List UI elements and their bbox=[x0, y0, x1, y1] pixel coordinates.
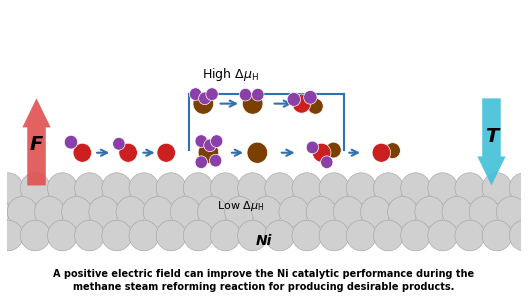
Circle shape bbox=[190, 88, 202, 100]
Text: Ni: Ni bbox=[256, 234, 272, 248]
Polygon shape bbox=[22, 98, 51, 185]
Circle shape bbox=[388, 197, 418, 227]
Circle shape bbox=[171, 197, 200, 227]
Circle shape bbox=[373, 220, 403, 251]
Circle shape bbox=[252, 88, 264, 101]
Circle shape bbox=[143, 197, 173, 227]
Circle shape bbox=[195, 156, 208, 169]
Circle shape bbox=[64, 135, 78, 149]
Circle shape bbox=[372, 143, 391, 162]
Circle shape bbox=[20, 173, 50, 203]
Circle shape bbox=[252, 197, 281, 227]
Circle shape bbox=[306, 141, 318, 154]
Circle shape bbox=[469, 197, 499, 227]
Circle shape bbox=[195, 135, 208, 147]
Circle shape bbox=[510, 220, 528, 251]
Circle shape bbox=[211, 220, 240, 251]
Circle shape bbox=[279, 197, 309, 227]
Circle shape bbox=[129, 173, 159, 203]
Circle shape bbox=[247, 142, 268, 163]
Circle shape bbox=[292, 173, 322, 203]
Text: methane steam reforming reaction for producing desirable products.: methane steam reforming reaction for pro… bbox=[73, 282, 455, 292]
Circle shape bbox=[455, 220, 485, 251]
Circle shape bbox=[320, 156, 333, 169]
Circle shape bbox=[129, 220, 159, 251]
Circle shape bbox=[74, 220, 105, 251]
Circle shape bbox=[292, 220, 322, 251]
Circle shape bbox=[89, 197, 119, 227]
Circle shape bbox=[287, 93, 300, 106]
Circle shape bbox=[48, 220, 77, 251]
Circle shape bbox=[455, 173, 485, 203]
Circle shape bbox=[210, 154, 222, 167]
Text: A positive electric field can improve the Ni catalytic performance during the: A positive electric field can improve th… bbox=[53, 269, 475, 279]
Circle shape bbox=[401, 173, 430, 203]
Circle shape bbox=[211, 135, 223, 147]
Circle shape bbox=[102, 173, 131, 203]
Circle shape bbox=[306, 197, 336, 227]
Circle shape bbox=[313, 143, 331, 162]
Text: T: T bbox=[485, 127, 498, 146]
Text: Low $\Delta\mu_\mathrm{H}$: Low $\Delta\mu_\mathrm{H}$ bbox=[217, 198, 265, 213]
Circle shape bbox=[385, 143, 400, 159]
Text: F: F bbox=[30, 135, 43, 154]
Circle shape bbox=[211, 173, 240, 203]
Circle shape bbox=[0, 173, 23, 203]
Circle shape bbox=[183, 220, 213, 251]
Circle shape bbox=[204, 139, 216, 152]
Circle shape bbox=[265, 220, 295, 251]
Circle shape bbox=[482, 173, 512, 203]
Circle shape bbox=[198, 142, 219, 163]
Circle shape bbox=[428, 173, 458, 203]
Circle shape bbox=[293, 94, 311, 113]
Circle shape bbox=[193, 93, 213, 114]
Circle shape bbox=[346, 220, 376, 251]
Circle shape bbox=[62, 197, 91, 227]
Circle shape bbox=[319, 173, 349, 203]
Circle shape bbox=[199, 92, 211, 105]
Circle shape bbox=[265, 173, 295, 203]
Circle shape bbox=[308, 98, 323, 114]
Circle shape bbox=[156, 220, 186, 251]
Circle shape bbox=[48, 173, 77, 203]
Circle shape bbox=[112, 138, 125, 150]
Circle shape bbox=[116, 197, 146, 227]
Circle shape bbox=[304, 90, 317, 104]
Circle shape bbox=[7, 197, 37, 227]
Circle shape bbox=[361, 197, 390, 227]
Circle shape bbox=[73, 143, 91, 162]
Circle shape bbox=[428, 220, 458, 251]
Circle shape bbox=[242, 93, 263, 114]
Circle shape bbox=[523, 197, 528, 227]
Circle shape bbox=[34, 197, 64, 227]
Circle shape bbox=[197, 197, 228, 227]
Circle shape bbox=[74, 173, 105, 203]
Circle shape bbox=[346, 173, 376, 203]
Circle shape bbox=[496, 197, 526, 227]
Circle shape bbox=[183, 173, 213, 203]
Circle shape bbox=[0, 220, 23, 251]
Polygon shape bbox=[477, 98, 506, 185]
Circle shape bbox=[156, 173, 186, 203]
Circle shape bbox=[119, 143, 137, 162]
Circle shape bbox=[102, 220, 131, 251]
Circle shape bbox=[206, 88, 218, 100]
Circle shape bbox=[224, 197, 254, 227]
Circle shape bbox=[401, 220, 430, 251]
Text: High $\Delta\mu_\mathrm{H}$: High $\Delta\mu_\mathrm{H}$ bbox=[202, 66, 259, 83]
Circle shape bbox=[482, 220, 512, 251]
Circle shape bbox=[157, 143, 175, 162]
Circle shape bbox=[319, 220, 349, 251]
Circle shape bbox=[333, 197, 363, 227]
Circle shape bbox=[20, 220, 50, 251]
Circle shape bbox=[238, 220, 268, 251]
Circle shape bbox=[415, 197, 445, 227]
Circle shape bbox=[326, 142, 341, 158]
Circle shape bbox=[239, 88, 252, 101]
Circle shape bbox=[238, 173, 268, 203]
Circle shape bbox=[373, 173, 403, 203]
Circle shape bbox=[442, 197, 472, 227]
Circle shape bbox=[0, 197, 10, 227]
Circle shape bbox=[510, 173, 528, 203]
